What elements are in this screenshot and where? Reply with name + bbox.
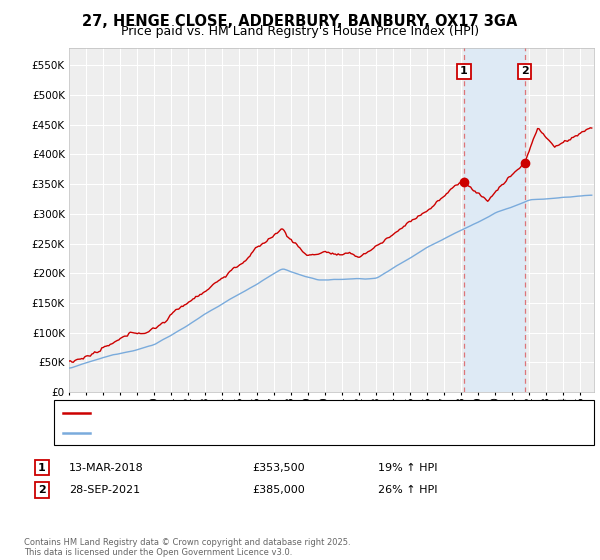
Text: 1: 1: [38, 463, 46, 473]
Text: £385,000: £385,000: [252, 485, 305, 495]
Text: 28-SEP-2021: 28-SEP-2021: [69, 485, 140, 495]
Text: 27, HENGE CLOSE, ADDERBURY, BANBURY, OX17 3GA (semi-detached house): 27, HENGE CLOSE, ADDERBURY, BANBURY, OX1…: [93, 408, 473, 418]
Text: Contains HM Land Registry data © Crown copyright and database right 2025.
This d: Contains HM Land Registry data © Crown c…: [24, 538, 350, 557]
Text: 27, HENGE CLOSE, ADDERBURY, BANBURY, OX17 3GA: 27, HENGE CLOSE, ADDERBURY, BANBURY, OX1…: [82, 14, 518, 29]
Text: HPI: Average price, semi-detached house, Cherwell: HPI: Average price, semi-detached house,…: [93, 428, 343, 438]
Text: 2: 2: [521, 66, 529, 76]
Text: 13-MAR-2018: 13-MAR-2018: [69, 463, 144, 473]
Text: £353,500: £353,500: [252, 463, 305, 473]
Text: Price paid vs. HM Land Registry's House Price Index (HPI): Price paid vs. HM Land Registry's House …: [121, 25, 479, 38]
Bar: [464, 48, 524, 392]
Text: 26% ↑ HPI: 26% ↑ HPI: [378, 485, 437, 495]
Text: 1: 1: [460, 66, 468, 76]
Text: 2: 2: [38, 485, 46, 495]
Text: 19% ↑ HPI: 19% ↑ HPI: [378, 463, 437, 473]
